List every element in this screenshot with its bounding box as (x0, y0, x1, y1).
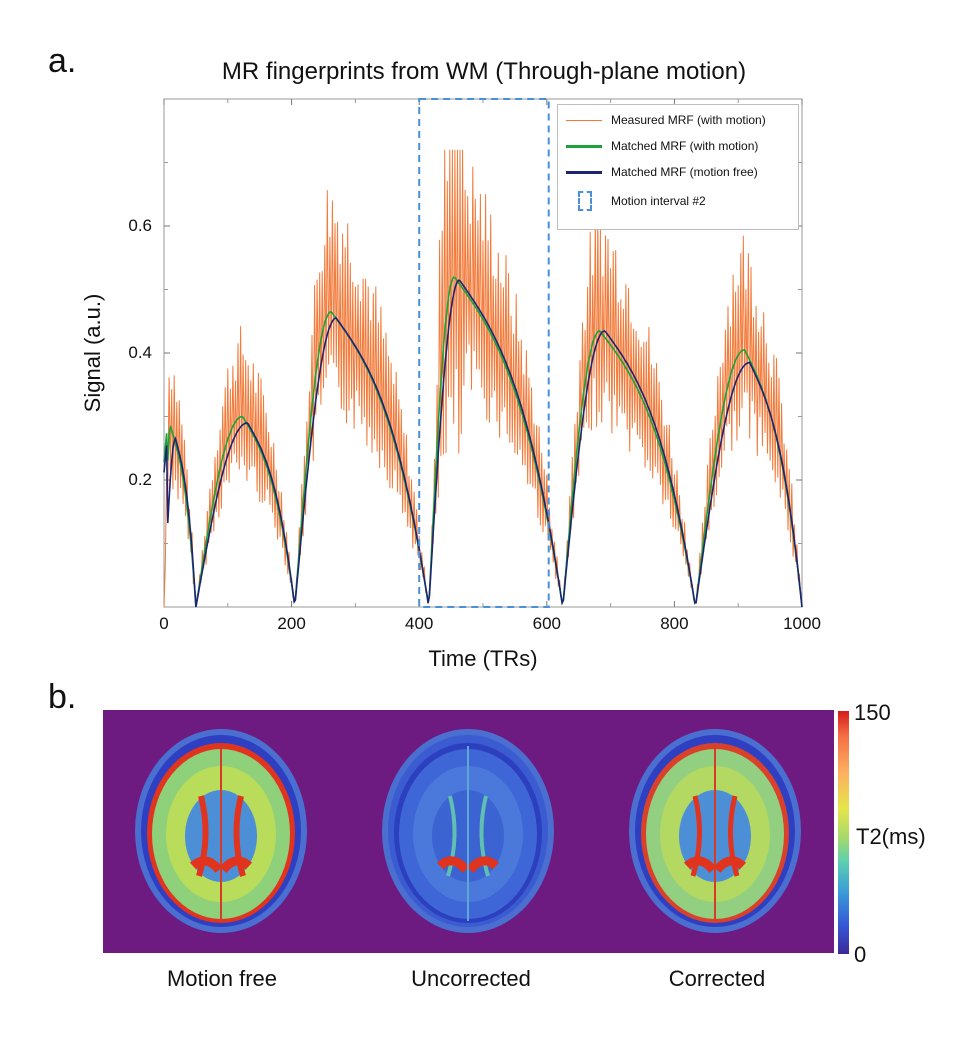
chart-title: MR fingerprints from WM (Through-plane m… (221, 58, 747, 85)
series-matched-free-line (163, 279, 803, 608)
x-tick-label: 200 (277, 614, 306, 633)
y-tick-label: 0.4 (128, 343, 152, 362)
brain-motion-free (135, 729, 307, 933)
x-tick-label: 1000 (783, 614, 821, 633)
panel-a-label: a. (48, 42, 77, 80)
legend-item-measured: Measured MRF (with motion) (566, 111, 798, 131)
t2-map-panel (103, 710, 834, 953)
y-tick-label: 0.2 (128, 470, 152, 489)
caption-uncorrected: Uncorrected (411, 966, 531, 991)
legend-swatch-measured (566, 120, 602, 121)
legend-label-measured: Measured MRF (with motion) (611, 113, 766, 127)
legend-item-motion-interval: Motion interval #2 (566, 191, 798, 211)
x-tick-label: 800 (660, 614, 689, 633)
series-group (163, 149, 803, 608)
colorbar-min-label: 0 (854, 942, 867, 967)
colorbar-max-label: 150 (854, 700, 891, 725)
legend-label-motion-interval: Motion interval #2 (611, 194, 706, 208)
x-tick-label: 600 (532, 614, 561, 633)
legend-swatch-motion-interval (578, 191, 592, 211)
panel-b-label: b. (48, 678, 77, 716)
t2-colorbar (838, 711, 849, 954)
legend-label-matched-motion: Matched MRF (with motion) (611, 139, 759, 153)
y-tick-label: 0.6 (128, 216, 152, 235)
colorbar-unit-label: T2(ms) (856, 824, 926, 849)
brain-uncorrected (382, 729, 554, 933)
caption-motion-free: Motion free (166, 966, 278, 991)
x-tick-label: 400 (405, 614, 434, 633)
legend-item-matched-motion: Matched MRF (with motion) (566, 137, 798, 157)
motion-interval-box (418, 98, 550, 608)
legend-item-matched-free: Matched MRF (motion free) (566, 163, 798, 183)
legend-swatch-matched-free (566, 171, 602, 174)
x-axis-label: Time (TRs) (428, 646, 538, 671)
y-axis-label: Signal (a.u.) (80, 293, 105, 413)
legend: Measured MRF (with motion) Matched MRF (… (557, 104, 799, 230)
x-tick-label: 0 (159, 614, 169, 633)
legend-swatch-matched-motion (566, 145, 602, 148)
legend-label-matched-free: Matched MRF (motion free) (611, 165, 758, 179)
brain-corrected (629, 729, 801, 933)
caption-corrected: Corrected (668, 966, 766, 991)
